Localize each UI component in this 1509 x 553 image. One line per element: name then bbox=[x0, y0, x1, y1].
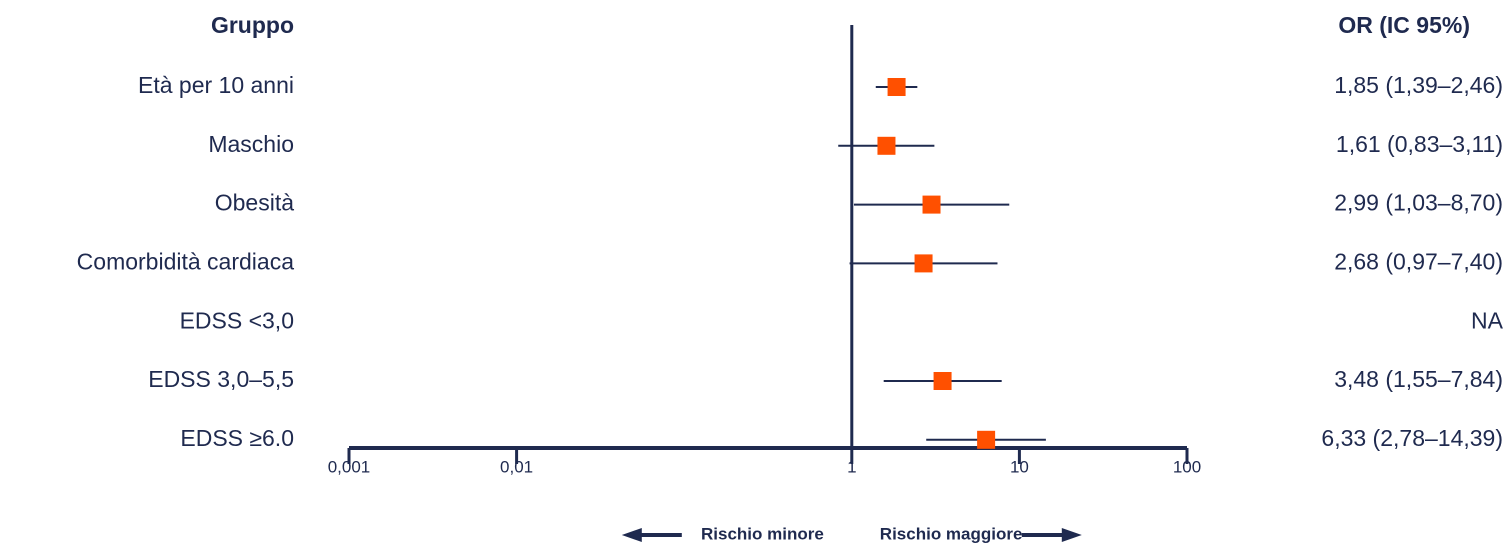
group-label: Maschio bbox=[208, 131, 294, 157]
group-label: Comorbidità cardiaca bbox=[77, 248, 295, 274]
estimate-label: 6,33 (2,78–14,39) bbox=[1321, 425, 1503, 451]
estimate-header: OR (IC 95%) bbox=[1338, 12, 1470, 38]
left-arrow bbox=[621, 528, 682, 542]
x-tick-label: 0,001 bbox=[328, 457, 371, 476]
x-tick-label: 10 bbox=[1010, 457, 1029, 476]
estimate-marker bbox=[877, 136, 896, 155]
right-arrow bbox=[1021, 528, 1082, 542]
estimate-label: 1,85 (1,39–2,46) bbox=[1334, 72, 1503, 98]
estimate-label: 1,61 (0,83–3,11) bbox=[1336, 131, 1503, 157]
estimate-label: 3,48 (1,55–7,84) bbox=[1334, 366, 1503, 392]
estimate-label: 2,99 (1,03–8,70) bbox=[1334, 190, 1503, 216]
estimate-marker bbox=[887, 78, 906, 96]
x-tick-label: 0,01 bbox=[500, 457, 533, 476]
group-label: EDSS ≥6.0 bbox=[180, 425, 294, 451]
x-tick-label: 1 bbox=[847, 457, 856, 476]
estimate-marker bbox=[922, 195, 941, 214]
estimate-marker bbox=[977, 430, 996, 449]
group-label: Obesità bbox=[215, 190, 294, 216]
group-label: Età per 10 anni bbox=[138, 72, 294, 98]
estimate-label: 2,68 (0,97–7,40) bbox=[1334, 248, 1503, 274]
group-header: Gruppo bbox=[211, 12, 294, 38]
right-annotation: Rischio maggiore bbox=[880, 524, 1023, 543]
estimate-label: NA bbox=[1471, 307, 1504, 333]
group-label: EDSS 3,0–5,5 bbox=[148, 366, 294, 392]
left-annotation: Rischio minore bbox=[701, 524, 824, 543]
estimate-marker bbox=[914, 254, 933, 273]
estimate-marker bbox=[933, 372, 952, 390]
group-label: EDSS <3,0 bbox=[180, 307, 294, 333]
x-tick-label: 100 bbox=[1173, 457, 1201, 476]
